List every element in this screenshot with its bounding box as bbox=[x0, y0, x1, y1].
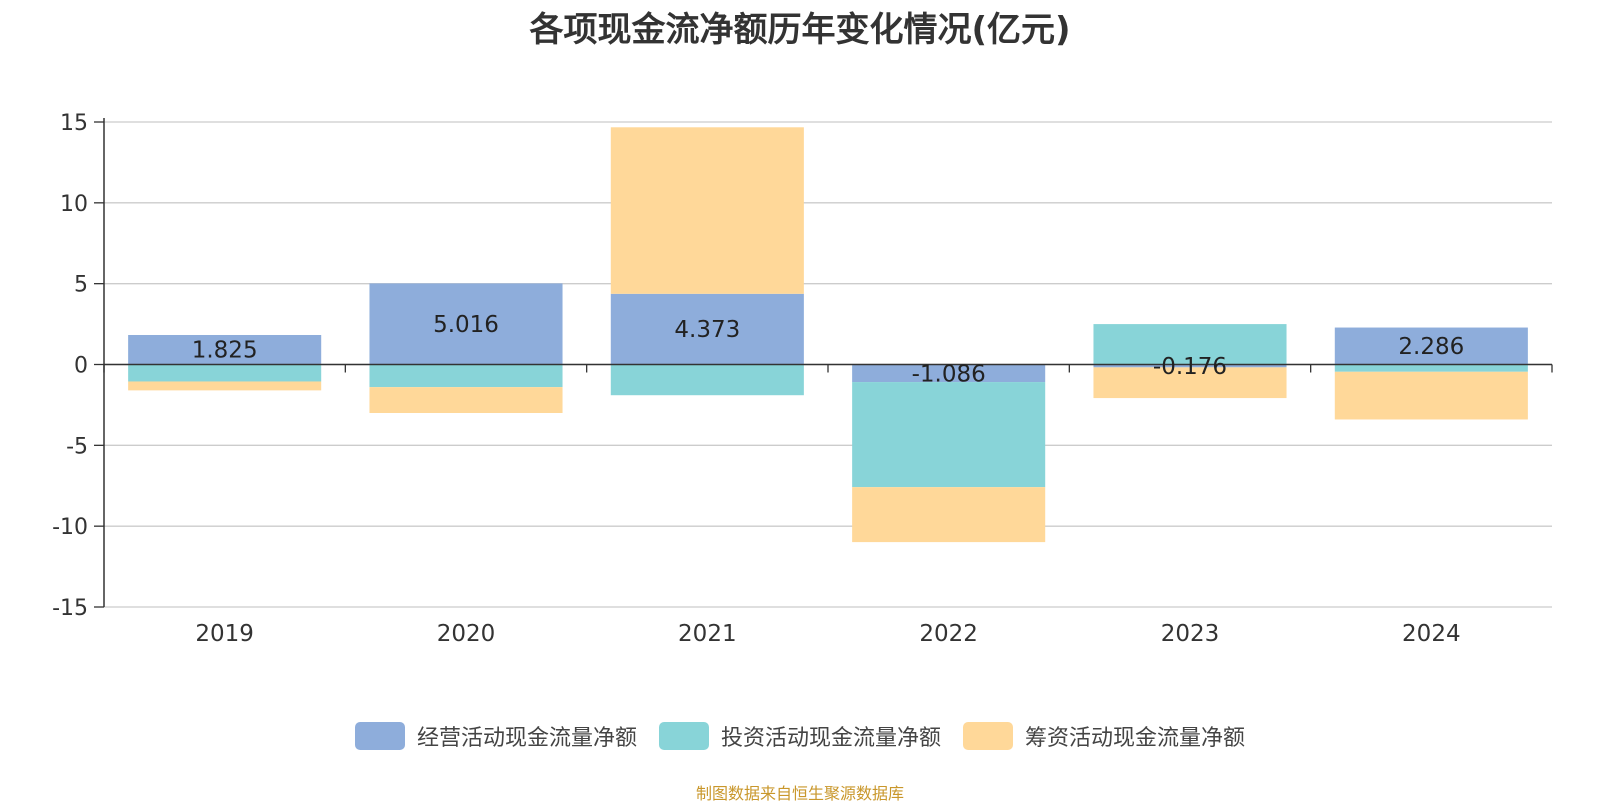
axes bbox=[94, 118, 1553, 608]
y-tick-label: 15 bbox=[60, 111, 88, 136]
bar-2024-series-2 bbox=[1334, 371, 1528, 420]
bar-2021-series-2 bbox=[610, 127, 804, 294]
bar-2022-series-1 bbox=[852, 382, 1046, 488]
x-tick-label: 2023 bbox=[1161, 621, 1220, 647]
y-tick-label: -5 bbox=[66, 434, 88, 459]
bar-2022-series-2 bbox=[852, 487, 1046, 543]
source-note: 制图数据来自恒生聚源数据库 bbox=[695, 784, 904, 803]
legend-swatch-investing bbox=[658, 722, 709, 750]
bar-2024-series-0 bbox=[1334, 327, 1528, 365]
legend-label-operating: 经营活动现金流量净额 bbox=[416, 726, 637, 751]
data-label: 1.825 bbox=[192, 338, 258, 364]
x-tick-label: 2024 bbox=[1402, 621, 1461, 647]
y-tick-label: -15 bbox=[52, 596, 88, 621]
y-tick-label: 0 bbox=[74, 354, 88, 379]
x-tick-labels: 2019 2020 2021 2022 2023 2024 bbox=[195, 621, 1460, 647]
bar-2020-series-1 bbox=[369, 364, 563, 388]
legend-item-operating[interactable]: 经营活动现金流量净额 bbox=[354, 720, 637, 752]
x-tick-label: 2021 bbox=[678, 621, 737, 647]
legend-label-investing: 投资活动现金流量净额 bbox=[720, 726, 941, 751]
bar-2020-series-2 bbox=[369, 387, 563, 413]
bar-2023-series-1 bbox=[1093, 324, 1287, 365]
legend-swatch-financing bbox=[963, 722, 1013, 750]
bar-2021-series-1 bbox=[610, 364, 804, 396]
chart-title: 各项现金流净额历年变化情况(亿元) bbox=[529, 10, 1071, 50]
y-tick-labels: 15 10 5 0 -5 -10 -15 bbox=[52, 111, 88, 621]
data-labels: 1.825 5.016 4.373 -1.086 -0.176 2.286 bbox=[192, 312, 1465, 387]
data-label: -0.176 bbox=[1153, 354, 1227, 380]
data-label: 4.373 bbox=[674, 317, 740, 343]
bar-2023-series-0 bbox=[1093, 364, 1287, 368]
bar-2019-series-0 bbox=[128, 334, 322, 365]
data-label: -1.086 bbox=[912, 361, 986, 387]
legend: 经营活动现金流量净额 投资活动现金流量净额 筹资活动现金流量净额 bbox=[0, 720, 1600, 752]
legend-item-investing[interactable]: 投资活动现金流量净额 bbox=[658, 720, 941, 752]
y-tick-label: 10 bbox=[60, 192, 88, 217]
bar-2019-series-2 bbox=[128, 381, 322, 391]
bar-2024-series-1 bbox=[1334, 364, 1528, 372]
data-label: 5.016 bbox=[433, 312, 499, 338]
legend-swatch-operating bbox=[354, 722, 405, 750]
y-tick-label: -10 bbox=[52, 515, 88, 540]
bar-2020-series-0 bbox=[369, 283, 563, 365]
legend-label-financing: 筹资活动现金流量净额 bbox=[1025, 726, 1246, 751]
x-tick-label: 2020 bbox=[437, 621, 496, 647]
x-tick-label: 2019 bbox=[195, 621, 254, 647]
bars bbox=[128, 127, 1528, 543]
legend-item-financing[interactable]: 筹资活动现金流量净额 bbox=[963, 720, 1245, 752]
bar-2022-series-0 bbox=[852, 364, 1046, 383]
data-label: 2.286 bbox=[1398, 334, 1464, 360]
bar-2019-series-1 bbox=[128, 364, 322, 382]
x-tick-label: 2022 bbox=[919, 621, 978, 647]
bar-2023-series-2 bbox=[1093, 367, 1287, 399]
y-tick-label: 5 bbox=[74, 273, 88, 298]
bar-2021-series-0 bbox=[610, 293, 804, 365]
